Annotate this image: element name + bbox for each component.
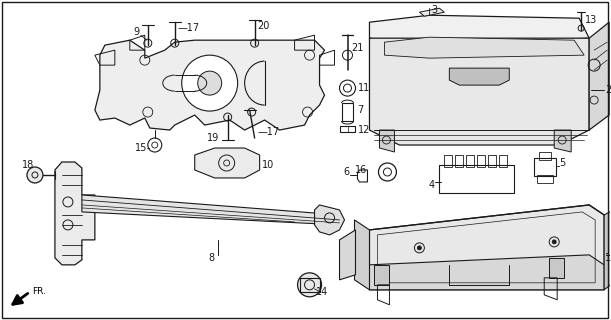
Text: 13: 13 <box>585 15 598 25</box>
Polygon shape <box>95 40 324 130</box>
Text: 8: 8 <box>208 253 214 263</box>
Polygon shape <box>379 130 395 152</box>
Text: —17: —17 <box>178 23 200 33</box>
Text: 15: 15 <box>136 143 148 153</box>
Polygon shape <box>370 38 589 145</box>
Polygon shape <box>315 205 345 235</box>
Bar <box>444 155 452 167</box>
Text: 3: 3 <box>431 5 437 15</box>
Circle shape <box>552 240 556 244</box>
Bar <box>340 126 356 132</box>
Text: 16: 16 <box>355 165 367 175</box>
Polygon shape <box>370 15 589 45</box>
Circle shape <box>198 71 222 95</box>
Bar <box>439 165 514 193</box>
Text: 2: 2 <box>605 85 611 95</box>
Polygon shape <box>195 148 260 178</box>
Polygon shape <box>354 220 370 290</box>
Polygon shape <box>375 265 389 285</box>
Text: 7: 7 <box>357 105 364 115</box>
Text: 20: 20 <box>258 21 270 31</box>
Text: 12: 12 <box>357 125 370 135</box>
Text: 14: 14 <box>315 287 327 297</box>
Bar <box>466 155 474 167</box>
Circle shape <box>417 246 422 250</box>
Bar <box>499 155 507 167</box>
Polygon shape <box>449 68 510 85</box>
Bar <box>477 155 485 167</box>
Text: 9: 9 <box>134 27 140 37</box>
Polygon shape <box>549 258 564 278</box>
Text: 1: 1 <box>605 253 611 263</box>
Text: 18: 18 <box>22 160 34 170</box>
Text: 10: 10 <box>262 160 274 170</box>
Text: 6: 6 <box>343 167 349 177</box>
Bar <box>540 152 551 160</box>
Bar <box>537 175 553 183</box>
Bar <box>299 278 320 292</box>
Text: 4: 4 <box>428 180 434 190</box>
Text: 19: 19 <box>208 133 220 143</box>
Bar <box>455 155 463 167</box>
Polygon shape <box>589 22 609 130</box>
Text: FR.: FR. <box>32 287 46 296</box>
Bar <box>342 103 354 121</box>
Text: 21: 21 <box>351 43 364 53</box>
Polygon shape <box>419 8 444 16</box>
Text: —17: —17 <box>258 127 280 137</box>
Polygon shape <box>370 205 604 290</box>
Bar <box>534 158 556 176</box>
Text: 11: 11 <box>357 83 370 93</box>
Polygon shape <box>55 162 95 265</box>
Polygon shape <box>554 130 571 152</box>
Polygon shape <box>384 37 584 58</box>
Polygon shape <box>340 230 356 280</box>
Text: 5: 5 <box>559 158 565 168</box>
Circle shape <box>27 167 43 183</box>
Polygon shape <box>604 208 611 290</box>
Polygon shape <box>370 255 604 290</box>
Circle shape <box>298 273 321 297</box>
Circle shape <box>181 55 238 111</box>
Polygon shape <box>82 195 340 225</box>
Bar <box>488 155 496 167</box>
